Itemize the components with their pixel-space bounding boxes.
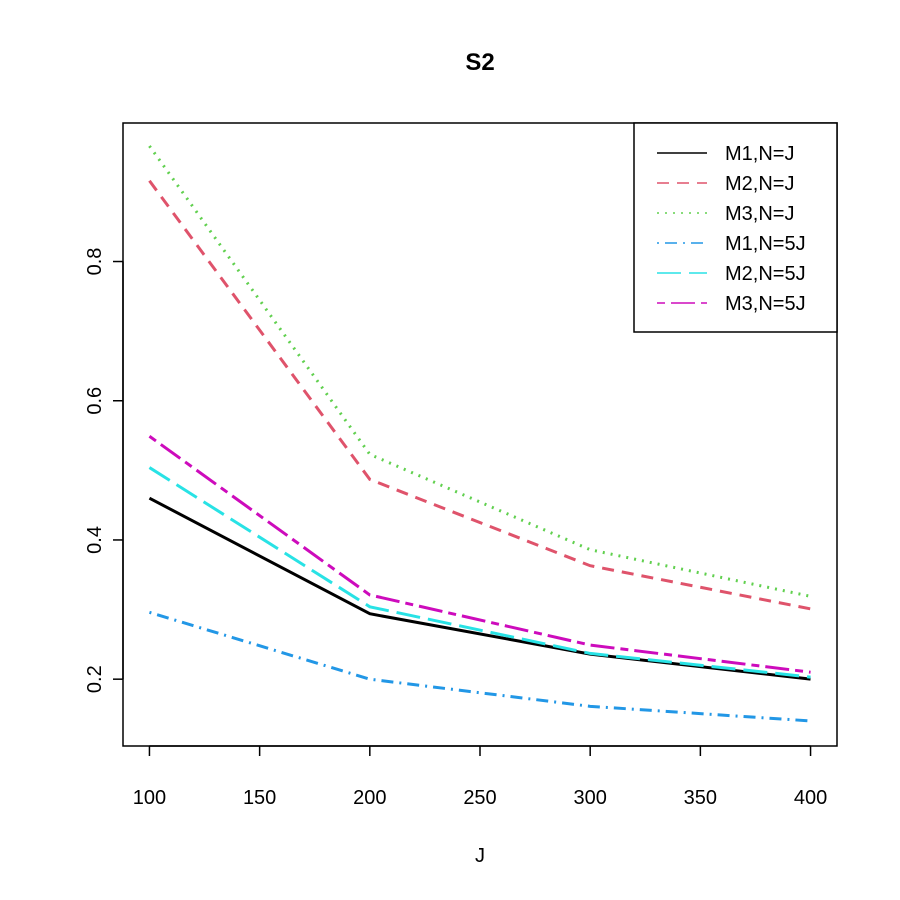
legend-label: M1,N=J: [725, 143, 794, 165]
y-tick-label: 0.6: [84, 387, 106, 415]
y-tick-label: 0.4: [84, 526, 106, 554]
y-tick-label: 0.2: [84, 665, 106, 693]
series-line: [148, 466, 811, 679]
x-tick-label: 150: [243, 787, 276, 809]
y-tick-label: 0.8: [84, 248, 106, 276]
series-line: [148, 435, 811, 674]
x-tick-label: 400: [794, 787, 827, 809]
legend-label: M3,N=5J: [725, 293, 806, 315]
legend-label: M3,N=J: [725, 203, 794, 225]
x-tick-label: 250: [463, 787, 496, 809]
x-tick-label: 200: [353, 787, 386, 809]
x-tick-label: 300: [573, 787, 606, 809]
legend-label: M2,N=J: [725, 173, 794, 195]
legend-label: M2,N=5J: [725, 263, 806, 285]
chart-title: S2: [465, 49, 494, 76]
legend-box: [633, 122, 838, 333]
series-line: [148, 179, 811, 611]
legend-label: M1,N=5J: [725, 233, 806, 255]
x-tick-label: 100: [133, 787, 166, 809]
x-axis-label: J: [475, 845, 485, 867]
series-line: [149, 610, 811, 723]
x-tick-label: 350: [684, 787, 717, 809]
